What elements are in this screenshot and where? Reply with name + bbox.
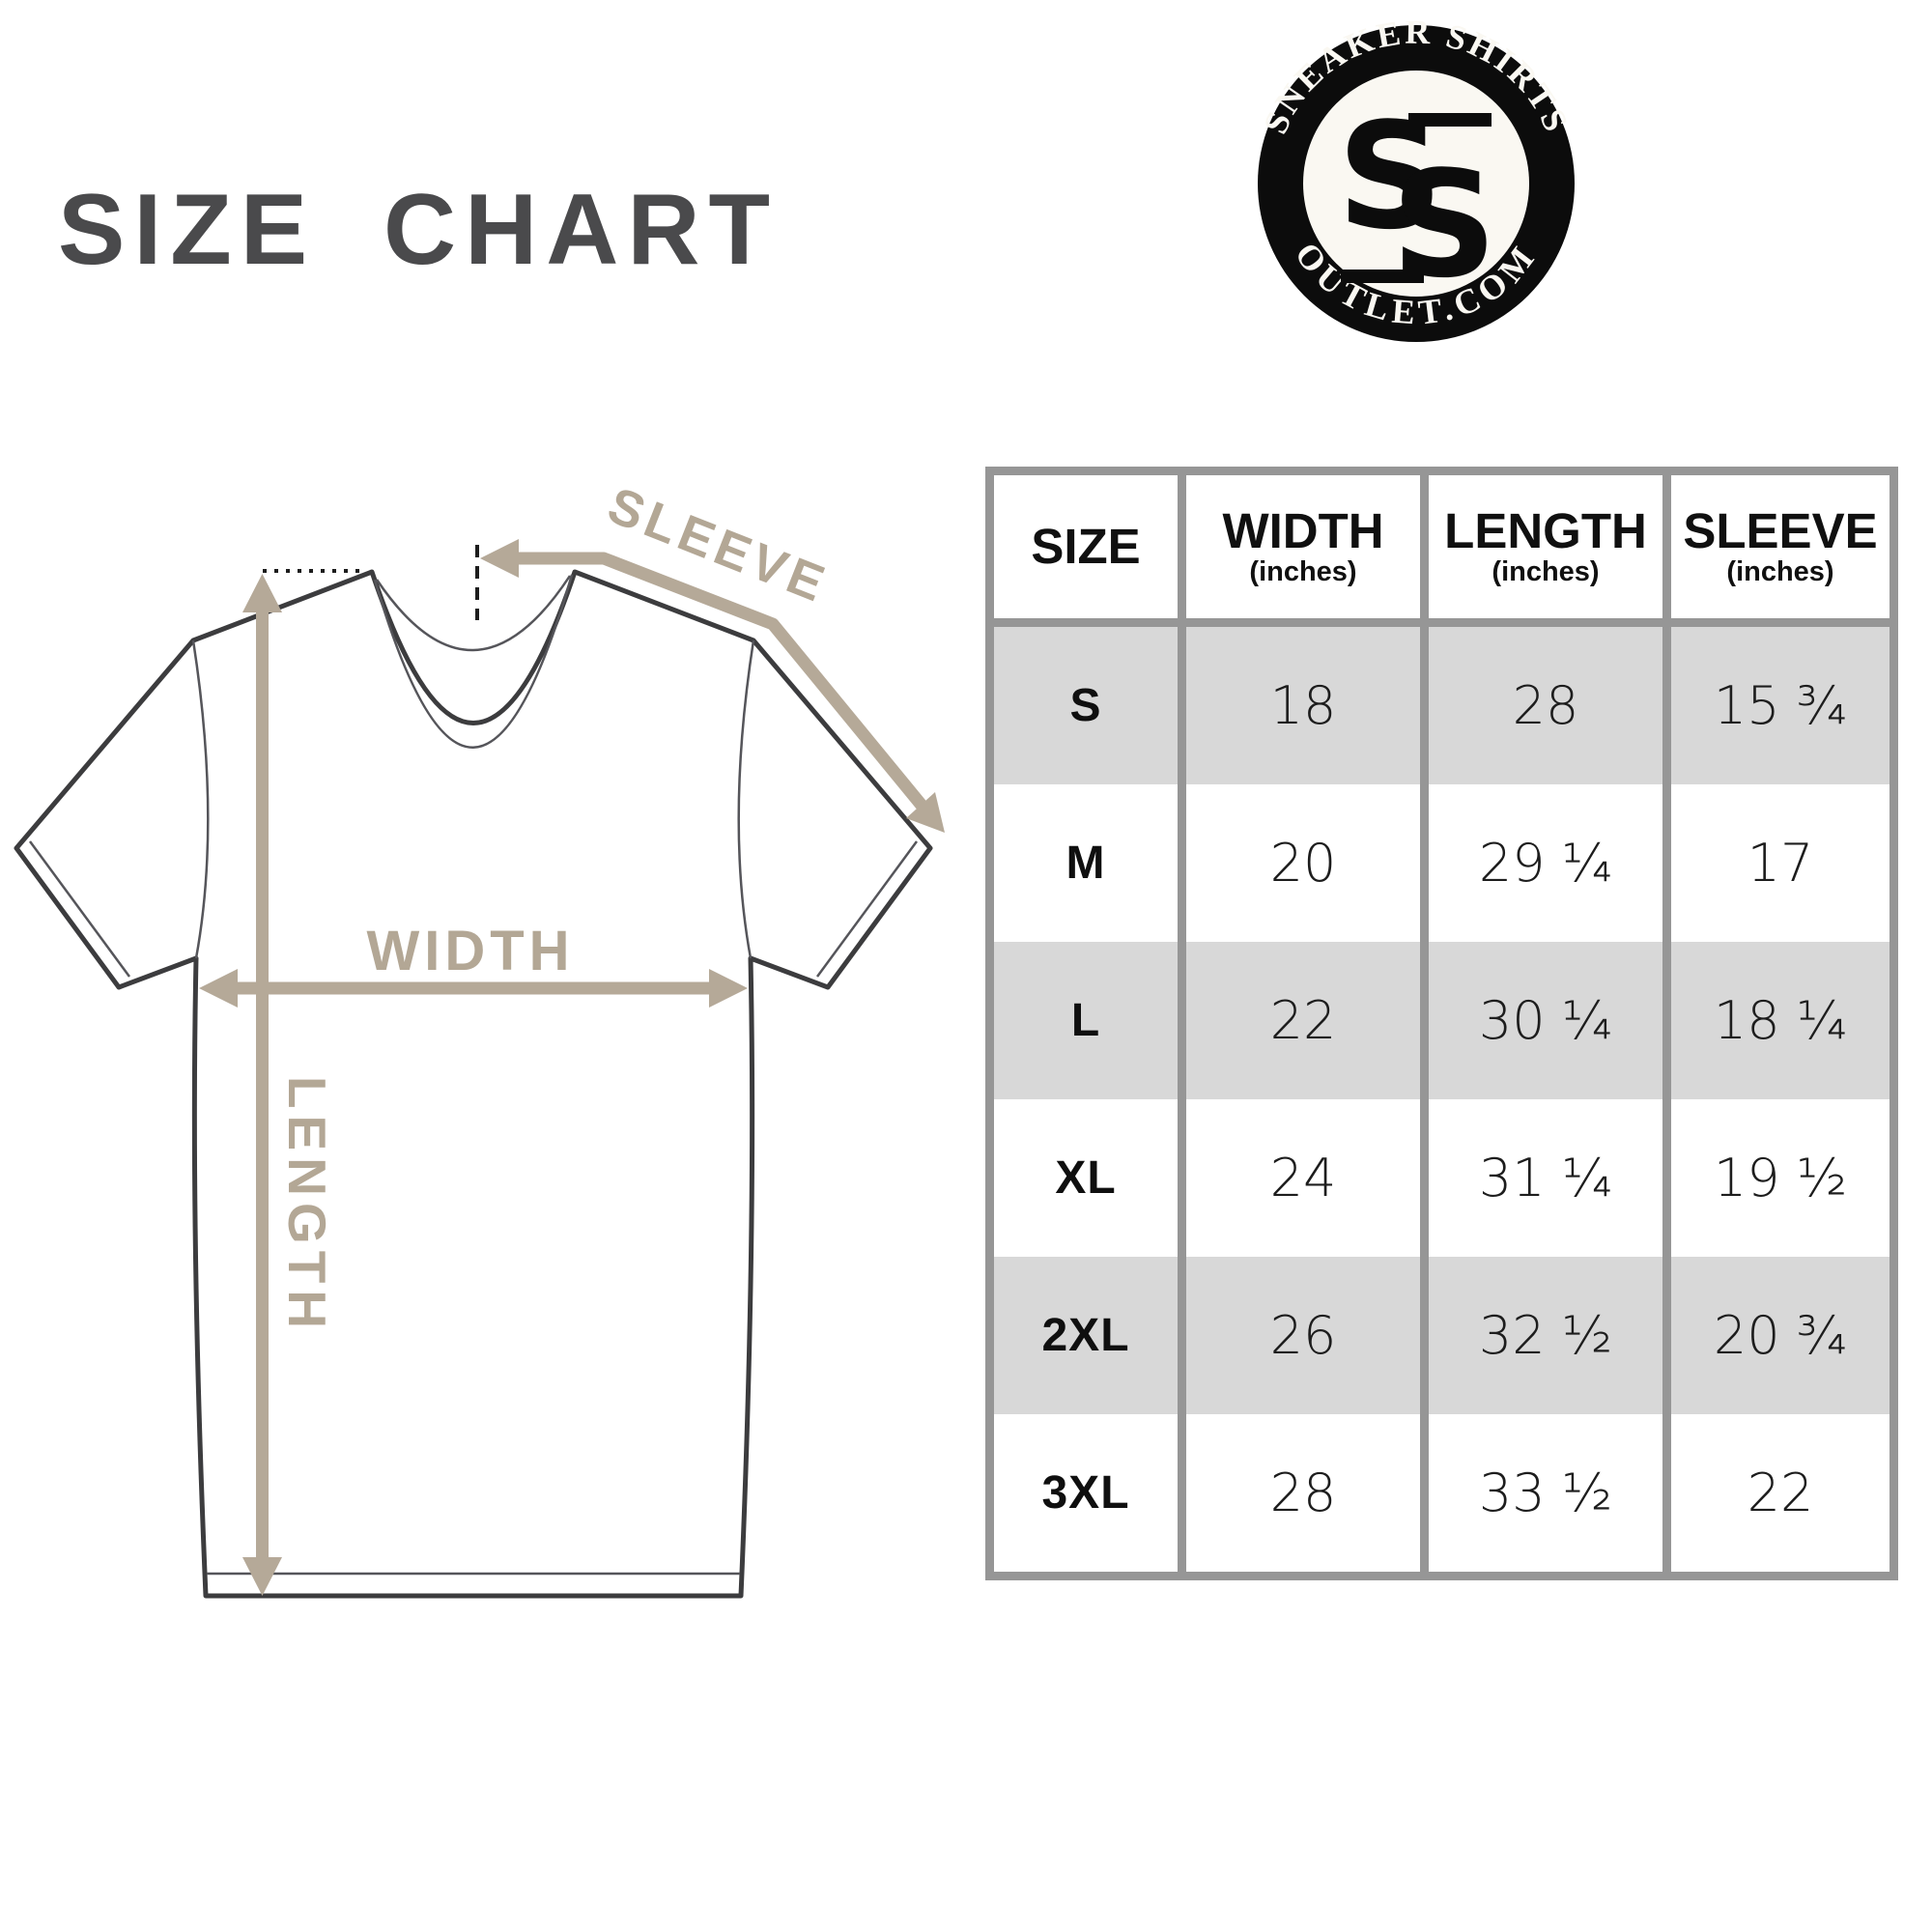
table-row-s-size: S [994, 627, 1178, 784]
column-sub-label: (inches) [1249, 555, 1357, 587]
length-value: 29 ¼ [1478, 833, 1613, 894]
width-value: 28 [1269, 1463, 1337, 1523]
right-cuff-line [815, 840, 919, 978]
width-arrow [199, 969, 748, 1008]
width-value: 20 [1269, 833, 1337, 894]
header-cell-size: SIZE [994, 475, 1178, 627]
table-row-l-size: L [994, 942, 1178, 1099]
width-value: 22 [1269, 990, 1337, 1051]
sleeve-value: 18 ¼ [1713, 990, 1848, 1051]
table-row-xl-width: 24 [1186, 1099, 1420, 1257]
table-row-xl-length: 31 ¼ [1429, 1099, 1662, 1257]
table-row-xl-size: XL [994, 1099, 1178, 1257]
brand-logo: SNEAKER SHIRTS OUTLET.COM S S [1256, 21, 1575, 342]
column-label: WIDTH [1222, 503, 1384, 559]
sleeve-arrow [480, 539, 945, 833]
logo-inner-circle [1303, 71, 1529, 297]
size-value: M [1065, 838, 1106, 889]
sleeve-value: 15 ¾ [1713, 675, 1848, 736]
table-row-2xl-size: 2XL [994, 1257, 1178, 1414]
table-row-3xl-size: 3XL [994, 1414, 1178, 1572]
size-value: S [1069, 680, 1102, 731]
header-cell-sleeve: SLEEVE (inches) [1671, 475, 1889, 627]
table-row-2xl-width: 26 [1186, 1257, 1420, 1414]
monogram-bottom-bar [1341, 270, 1424, 283]
size-value: L [1070, 995, 1101, 1046]
left-armhole-seam [191, 639, 210, 959]
table-row-3xl-sleeve: 22 [1671, 1414, 1889, 1572]
table-row-l-sleeve: 18 ¼ [1671, 942, 1889, 1099]
length-arrow [242, 574, 282, 1596]
width-value: 26 [1269, 1305, 1337, 1366]
table-row-l-length: 30 ¼ [1429, 942, 1662, 1099]
table-row-m-size: M [994, 784, 1178, 942]
width-value: 24 [1269, 1148, 1337, 1208]
length-value: 32 ½ [1478, 1305, 1613, 1366]
size-value: 2XL [1041, 1310, 1130, 1361]
sleeve-value: 19 ½ [1713, 1148, 1848, 1208]
column-label: SIZE [1031, 519, 1141, 575]
header-cell-width: WIDTH (inches) [1186, 475, 1420, 627]
header-cell-length: LENGTH (inches) [1429, 475, 1662, 627]
tshirt-outline [14, 569, 933, 1599]
table-row-3xl-width: 28 [1186, 1414, 1420, 1572]
sleeve-value: 22 [1747, 1463, 1814, 1523]
size-table: SIZE WIDTH (inches) LENGTH (inches) SLEE… [985, 467, 1898, 1580]
column-sub-label: (inches) [1492, 555, 1600, 587]
table-row-s-length: 28 [1429, 627, 1662, 784]
column-label: SLEEVE [1683, 503, 1878, 559]
table-row-s-width: 18 [1186, 627, 1420, 784]
table-row-s-sleeve: 15 ¾ [1671, 627, 1889, 784]
left-cuff-line [28, 840, 131, 978]
table-row-l-width: 22 [1186, 942, 1420, 1099]
collar-stitch-arc [373, 574, 574, 749]
logo-monogram: S S [1337, 91, 1496, 310]
length-value: 31 ¼ [1478, 1148, 1613, 1208]
length-value: 33 ½ [1478, 1463, 1613, 1523]
collar-rib-arc [375, 575, 572, 652]
table-row-xl-sleeve: 19 ½ [1671, 1099, 1889, 1257]
column-label: LENGTH [1444, 503, 1647, 559]
sleeve-value: 20 ¾ [1713, 1305, 1848, 1366]
table-row-m-length: 29 ¼ [1429, 784, 1662, 942]
length-label: LENGTH [277, 1076, 337, 1335]
table-row-m-sleeve: 17 [1671, 784, 1889, 942]
sleeve-value: 17 [1747, 833, 1814, 894]
size-value: XL [1055, 1152, 1117, 1204]
table-row-2xl-length: 32 ½ [1429, 1257, 1662, 1414]
column-sub-label: (inches) [1726, 555, 1834, 587]
table-row-2xl-sleeve: 20 ¾ [1671, 1257, 1889, 1414]
monogram-s2: S [1391, 139, 1496, 310]
length-value: 30 ¼ [1478, 990, 1613, 1051]
width-value: 18 [1269, 675, 1337, 736]
page-title: SIZE CHART [58, 174, 779, 286]
size-value: 3XL [1041, 1467, 1130, 1519]
table-row-m-width: 20 [1186, 784, 1420, 942]
table-row-3xl-length: 33 ½ [1429, 1414, 1662, 1572]
right-armhole-seam [737, 639, 755, 959]
tshirt-diagram: WIDTH LENGTH SLEEVE [14, 476, 945, 1599]
monogram-top-bar [1408, 113, 1492, 127]
width-label: WIDTH [366, 920, 574, 982]
length-value: 28 [1512, 675, 1579, 736]
